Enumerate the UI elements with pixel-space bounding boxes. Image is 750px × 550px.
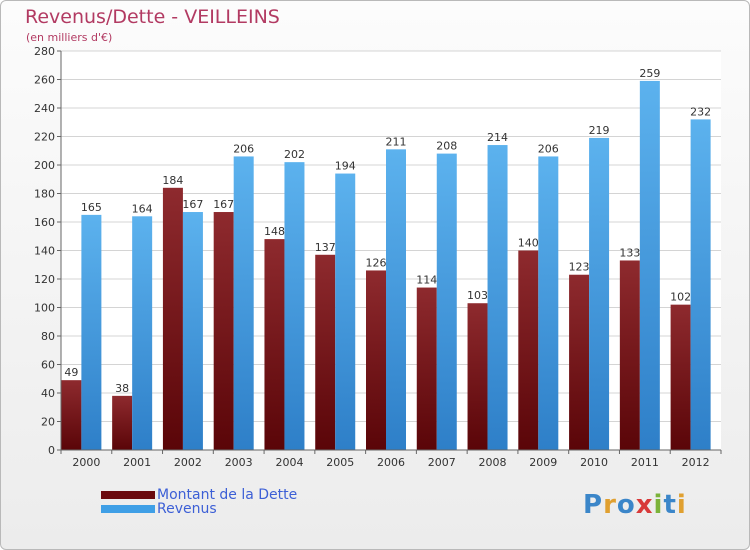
x-tick-label: 2001 — [123, 456, 151, 469]
bar-debt — [619, 260, 640, 450]
data-label-debt: 167 — [213, 198, 234, 211]
data-label-revenue: 208 — [436, 140, 457, 153]
x-tick-label: 2009 — [529, 456, 557, 469]
data-label-debt: 102 — [670, 291, 691, 304]
y-tick-label: 20 — [41, 416, 55, 429]
y-tick-label: 80 — [41, 330, 55, 343]
chart-subtitle: (en milliers d'€) — [26, 31, 113, 44]
bar-debt — [467, 303, 488, 450]
data-label-revenue: 211 — [386, 135, 407, 148]
data-label-debt: 133 — [619, 246, 640, 259]
data-label-debt: 38 — [115, 382, 129, 395]
data-label-debt: 126 — [366, 256, 387, 269]
legend-swatch-revenue — [101, 505, 155, 513]
bar-debt — [366, 270, 386, 450]
bar-debt — [162, 187, 183, 451]
data-label-debt: 137 — [315, 241, 336, 254]
y-tick-label: 120 — [34, 273, 55, 286]
chart-title: Revenus/Dette - VEILLEINS — [25, 6, 280, 28]
data-label-revenue: 194 — [335, 160, 356, 173]
bar-revenue — [538, 156, 559, 450]
y-tick-label: 140 — [34, 245, 55, 258]
proxiti-logo: Proxiti — [583, 490, 687, 520]
data-label-revenue: 214 — [487, 131, 508, 144]
x-tick-label: 2012 — [682, 456, 710, 469]
bar-debt — [416, 287, 437, 450]
x-tick-label: 2003 — [225, 456, 253, 469]
data-label-revenue: 232 — [690, 105, 711, 118]
bar-revenue — [436, 153, 457, 450]
y-tick-label: 0 — [48, 444, 55, 457]
bar-revenue — [335, 173, 356, 451]
bar-revenue — [284, 162, 305, 450]
bar-debt — [112, 395, 133, 450]
data-label-debt: 140 — [518, 237, 539, 250]
bar-debt — [569, 274, 590, 450]
bar-revenue — [182, 212, 203, 450]
x-tick-label: 2008 — [479, 456, 507, 469]
data-label-revenue: 206 — [233, 142, 254, 155]
x-tick-label: 2007 — [428, 456, 456, 469]
x-tick-label: 2005 — [326, 456, 354, 469]
bar-revenue — [386, 149, 406, 450]
x-tick-label: 2000 — [72, 456, 100, 469]
x-tick-label: 2006 — [377, 456, 405, 469]
legend-swatch-debt — [101, 491, 155, 499]
x-tick-label: 2004 — [275, 456, 303, 469]
y-tick-label: 60 — [41, 359, 55, 372]
bar-revenue — [487, 145, 508, 451]
y-tick-label: 280 — [34, 45, 55, 58]
legend-item-revenue: Revenus — [101, 501, 217, 517]
data-label-debt: 123 — [569, 261, 590, 274]
bar-debt — [264, 239, 285, 450]
data-label-revenue: 259 — [639, 67, 660, 80]
data-label-debt: 114 — [416, 274, 437, 287]
y-tick-label: 160 — [34, 216, 55, 229]
legend-label-revenue: Revenus — [157, 501, 217, 517]
x-tick-label: 2010 — [580, 456, 608, 469]
bars — [61, 80, 711, 451]
data-label-debt: 103 — [467, 289, 488, 302]
legend-label-debt: Montant de la Dette — [157, 487, 298, 503]
y-tick-label: 100 — [34, 302, 55, 315]
y-tick-label: 180 — [34, 188, 55, 201]
data-label-debt: 184 — [162, 174, 183, 187]
data-label-revenue: 206 — [538, 142, 559, 155]
bar-revenue — [690, 119, 711, 451]
data-label-revenue: 165 — [81, 201, 102, 214]
bar-debt — [315, 254, 336, 450]
bar-revenue — [233, 156, 254, 450]
bar-debt — [213, 212, 234, 450]
y-tick-label: 40 — [41, 387, 55, 400]
bar-debt — [670, 304, 691, 450]
data-label-debt: 49 — [64, 366, 78, 379]
bar-revenue — [81, 214, 102, 450]
y-tick-label: 260 — [34, 74, 55, 87]
data-label-revenue: 167 — [182, 198, 203, 211]
bar-revenue — [639, 80, 660, 451]
data-label-revenue: 219 — [589, 124, 610, 137]
y-tick-label: 240 — [34, 102, 55, 115]
data-label-debt: 148 — [264, 225, 285, 238]
x-tick-label: 2011 — [631, 456, 659, 469]
bar-debt — [61, 380, 82, 450]
data-label-revenue: 202 — [284, 148, 305, 161]
axes: 0 20 40 60 80 100 120 140 160 180 200 220 240 260 280 2… — [34, 45, 722, 469]
data-labels: 49 165 38 164 184 167 167 206 148 202 137 194 126 211… — [64, 67, 711, 395]
y-tick-label: 200 — [34, 159, 55, 172]
bar-debt — [518, 250, 539, 450]
data-label-revenue: 164 — [132, 202, 153, 215]
x-tick-label: 2002 — [174, 456, 202, 469]
legend-item-debt: Montant de la Dette — [101, 487, 297, 503]
y-tick-label: 220 — [34, 131, 55, 144]
bar-revenue — [589, 137, 610, 451]
bar-revenue — [132, 216, 153, 450]
